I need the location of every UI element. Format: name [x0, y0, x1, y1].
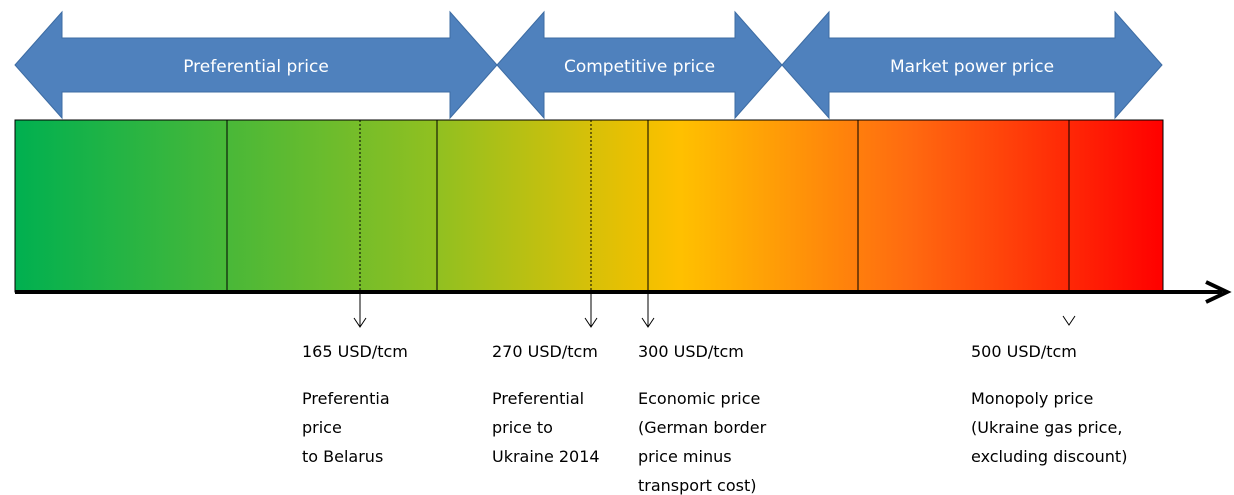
description-line: price to: [492, 418, 553, 437]
description-line: Preferentia: [302, 389, 390, 408]
price-label: 270 USD/tcm: [492, 342, 598, 361]
price-label: 300 USD/tcm: [638, 342, 744, 361]
description-line: Economic price: [638, 389, 760, 408]
arrow-label: Preferential price: [183, 57, 329, 77]
double-arrow: [781, 10, 1163, 120]
arrow-label: Market power price: [890, 57, 1054, 77]
description-line: (Ukraine gas price,: [971, 418, 1122, 437]
price-label: 165 USD/tcm: [302, 342, 408, 361]
marker-arrows: [353, 292, 1076, 328]
description-line: (German border: [638, 418, 767, 437]
description-line: Monopoly price: [971, 389, 1093, 408]
arrow-label: Competitive price: [564, 57, 715, 77]
description-line: price minus: [638, 447, 732, 466]
description-line: price: [302, 418, 342, 437]
description-line: to Belarus: [302, 447, 383, 466]
price-label: 500 USD/tcm: [971, 342, 1077, 361]
description-line: transport cost): [638, 476, 756, 495]
axis: [15, 280, 1232, 304]
description-line: excluding discount): [971, 447, 1127, 466]
description-line: Ukraine 2014: [492, 447, 600, 466]
dividers: [226, 120, 1070, 292]
description-line: Preferential: [492, 389, 584, 408]
price-bar: [14, 119, 1164, 293]
